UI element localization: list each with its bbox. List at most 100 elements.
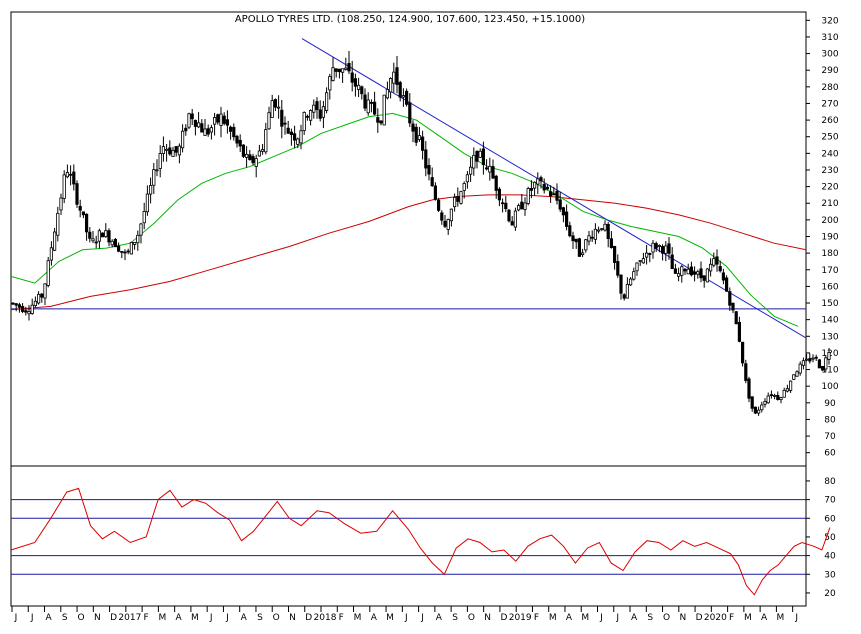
candle-body [805,358,809,361]
candle-body [792,374,796,380]
candle-body [174,146,178,153]
candle-body [593,228,598,240]
price-tick-label: 210 [821,199,838,209]
candle-body [40,293,44,298]
candle-body [139,223,143,236]
time-tick-label: 2020 [704,613,727,623]
candle-body [536,178,540,185]
price-tick-label: 190 [821,233,838,243]
candle-body [264,129,268,153]
candle-body [699,268,703,279]
candle-body [581,252,585,255]
candle-body [635,262,639,272]
candle-body [24,310,28,313]
candle-body [645,252,649,258]
time-tick-label: M [386,613,394,623]
price-tick-label: 150 [821,299,838,309]
rsi-tick-label: 70 [824,496,836,506]
candle-body [491,166,495,179]
time-tick-label: A [241,613,248,623]
candle-body [475,150,479,162]
candle-body [347,63,351,72]
time-tick-label: M [191,613,199,623]
candle-body [500,202,505,205]
candle-body [785,388,790,392]
time-tick-label: O [663,613,670,623]
rsi-tick-label: 50 [824,533,836,543]
candle-body [776,394,780,400]
candle-body [344,67,348,70]
candle-body [340,68,345,73]
time-tick-label: A [436,613,443,623]
candle-body [321,106,326,118]
candle-body [670,254,674,270]
candle-body [565,211,569,227]
candle-body [427,165,431,175]
candle-body [529,187,534,191]
time-tick-label: M [549,613,557,623]
time-tick-label: J [599,613,603,623]
rsi-panel: 20 30 40 50 60 70 80 [10,465,836,607]
time-tick-label: A [631,613,638,623]
candle-body [168,147,172,155]
candle-body [542,183,546,191]
candle-body [123,251,127,254]
candle-body [526,188,530,204]
candle-body [184,127,188,132]
candle-body [379,120,383,124]
candle-body [53,231,57,251]
candle-body [88,231,92,239]
time-tick-label: A [761,613,768,623]
candle-body [56,212,60,236]
candle-body [254,158,258,167]
candle-body [251,156,255,164]
candle-body [388,78,393,93]
candle-body [62,174,66,199]
candle-body [200,123,204,133]
candle-body [488,165,492,173]
time-tick-label: M [158,613,166,623]
candle-body [369,102,374,104]
candle-body [750,396,754,409]
candle-body [587,235,591,242]
price-tick-label: 240 [821,149,838,159]
chart-title: APOLLO TYRES LTD. (108.250, 124.900, 107… [235,14,585,25]
candle-body [712,258,716,266]
price-tick-label: 270 [821,99,838,109]
candle-body [753,406,758,414]
candle-body [267,112,271,130]
rsi-frame [10,465,807,607]
price-tick-label: 200 [821,216,838,226]
candle-body [158,153,162,169]
time-tick-label: D [110,613,117,623]
candle-body [555,190,559,201]
candle-body [609,238,614,249]
candle-body [305,115,310,118]
candle-body [648,253,652,255]
candle-body [350,72,354,83]
candle-body [46,260,50,286]
candle-body [164,148,169,151]
candle-body [126,250,130,253]
price-tick-label: 290 [821,66,838,76]
candle-body [17,304,22,308]
candle-body [734,311,738,325]
time-tick-label: 2018 [314,613,337,623]
candle-body [696,271,700,275]
candle-body [779,397,783,401]
candle-body [203,128,207,136]
time-tick-label: O [468,613,475,623]
candle-body [705,268,710,283]
candle-body [190,113,194,120]
candle-body [549,191,553,197]
candle-body [145,193,149,213]
time-tick-label: J [420,613,424,623]
time-tick-label: N [289,613,296,623]
candle-body [744,363,748,381]
time-tick-label: A [176,613,183,623]
time-tick-label: 2017 [118,613,141,623]
candle-body [110,240,114,246]
candle-body [356,84,361,90]
time-axis: J J A S O N D 2017 F M A M J J A S O N D 2018 F M A M J J A S O N D 201… [11,606,798,623]
candle-body [404,90,409,105]
